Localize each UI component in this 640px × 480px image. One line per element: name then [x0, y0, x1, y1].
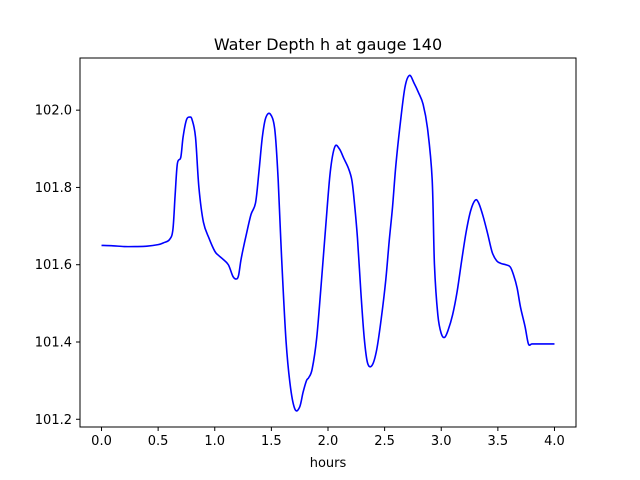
x-tick-label: 2.0: [318, 434, 339, 449]
x-tick-label: 0.0: [91, 434, 112, 449]
chart-title: Water Depth h at gauge 140: [214, 35, 442, 54]
y-axis: 101.2 101.4 101.6 101.8 102.0: [35, 104, 80, 428]
x-tick-label: 3.0: [431, 434, 452, 449]
plot-area-frame: [79, 57, 577, 428]
y-tick-label: 101.6: [35, 258, 72, 273]
x-tick-label: 1.0: [204, 434, 225, 449]
x-tick-label: 1.5: [261, 434, 282, 449]
x-tick-label: 0.5: [148, 434, 169, 449]
series-line: [101, 74, 555, 412]
x-axis-label: hours: [310, 456, 347, 471]
y-tick-label: 102.0: [35, 104, 72, 119]
x-axis: 0.0 0.5 1.0 1.5 2.0 2.5 3.0 3.5 4.0: [91, 427, 565, 449]
x-tick-label: 3.5: [488, 434, 509, 449]
y-tick-label: 101.4: [35, 335, 72, 350]
y-tick-label: 101.2: [35, 413, 72, 428]
x-tick-label: 2.5: [374, 434, 395, 449]
y-tick-label: 101.8: [35, 181, 72, 196]
x-tick-label: 4.0: [544, 434, 565, 449]
